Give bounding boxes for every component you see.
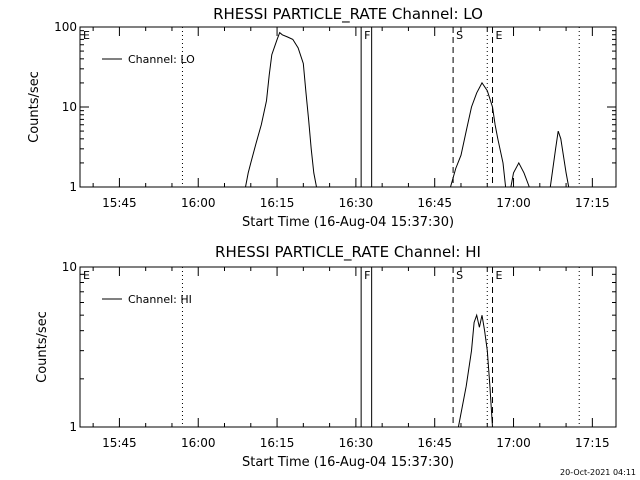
generation-timestamp: 20-Oct-2021 04:11	[560, 468, 636, 477]
plot-panel-1: RHESSI PARTICLE_RATE Channel: LO 1 10 100 15…	[27, 5, 617, 230]
y-tick-label: 100	[54, 20, 77, 34]
x-tick-label: 16:00	[181, 436, 216, 450]
x-tick-label: 16:15	[260, 196, 295, 210]
series-line	[457, 313, 493, 428]
x-tick-label: 16:30	[339, 196, 374, 210]
y-tick-label: 1	[69, 180, 77, 194]
x-axis-label: Start Time (16-Aug-04 15:37:30)	[242, 215, 454, 230]
series-line	[245, 31, 317, 188]
x-axis-label: Start Time (16-Aug-04 15:37:30)	[242, 455, 454, 470]
y-tick-label: 10	[62, 260, 77, 274]
y-axis-label: Counts/sec	[35, 311, 50, 383]
marker-label: E	[83, 269, 90, 282]
marker-label: E	[496, 269, 503, 282]
plot-panel-2: RHESSI PARTICLE_RATE Channel: HI 1 10 15:45…	[35, 243, 617, 470]
x-tick-label: 16:30	[339, 436, 374, 450]
legend-entry: Channel: LO	[128, 53, 195, 66]
chart-title: RHESSI PARTICLE_RATE Channel: LO	[213, 5, 483, 24]
marker-label: F	[364, 29, 370, 42]
marker-label: S	[456, 29, 463, 42]
x-tick-label: 17:15	[575, 436, 610, 450]
x-tick-label: 15:45	[102, 436, 137, 450]
series-line	[450, 81, 570, 188]
marker-label: E	[83, 29, 90, 42]
x-tick-label: 17:00	[496, 436, 531, 450]
plot-frame	[79, 26, 617, 188]
x-tick-label: 16:15	[260, 436, 295, 450]
y-axis-label: Counts/sec	[27, 71, 42, 143]
y-tick-label: 1	[69, 420, 77, 434]
chart-title: RHESSI PARTICLE_RATE Channel: HI	[215, 243, 481, 262]
y-tick-label: 10	[62, 100, 77, 114]
x-tick-label: 16:45	[417, 436, 452, 450]
x-tick-label: 15:45	[102, 196, 137, 210]
x-tick-label: 17:00	[496, 196, 531, 210]
x-tick-label: 16:00	[181, 196, 216, 210]
marker-label: F	[364, 269, 370, 282]
x-tick-label: 17:15	[575, 196, 610, 210]
x-tick-label: 16:45	[417, 196, 452, 210]
plot-frame	[79, 266, 617, 428]
legend-entry: Channel: HI	[128, 293, 192, 306]
marker-label: E	[496, 29, 503, 42]
marker-label: S	[456, 269, 463, 282]
